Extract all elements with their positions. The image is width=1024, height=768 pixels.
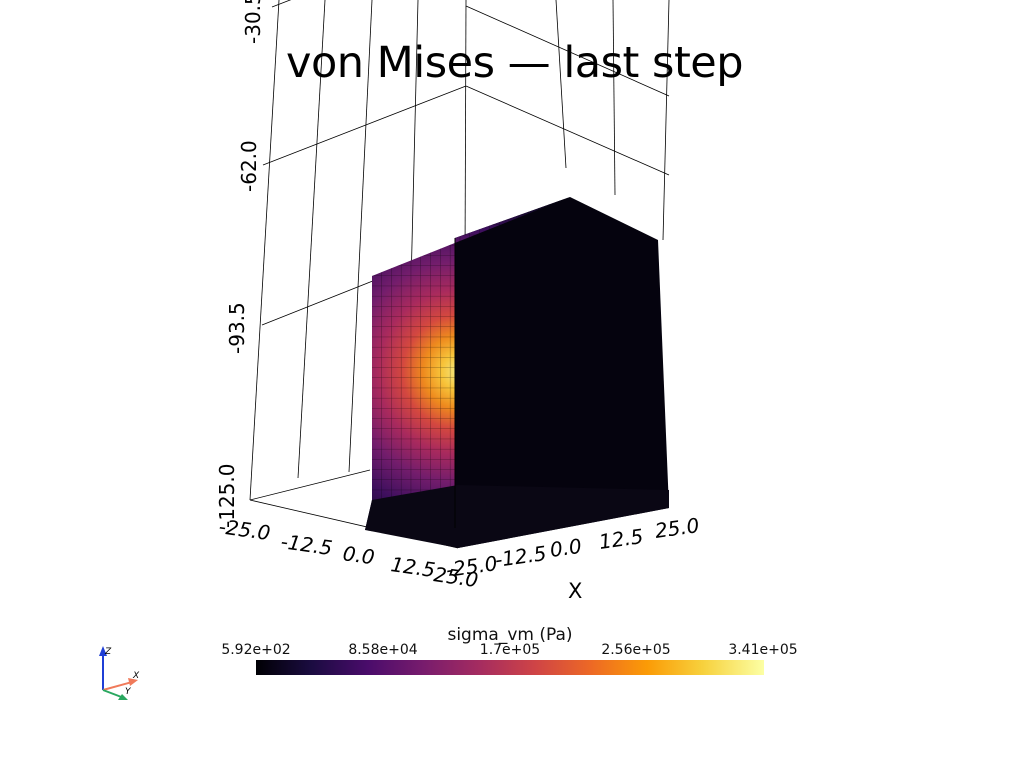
orientation-z-label: Z: [104, 647, 112, 657]
x-tick: 0.0: [548, 534, 583, 562]
x-tick: -12.5: [493, 541, 548, 572]
x-tick: 25.0: [653, 513, 700, 543]
x-tick: 12.5: [597, 524, 644, 554]
orientation-y-label: Y: [125, 687, 132, 697]
orientation-widget[interactable]: Z X Y: [99, 646, 140, 700]
scalar-bar-tick: 8.58e+04: [348, 642, 418, 658]
y-tick: 12.5: [389, 552, 436, 582]
mesh-box[interactable]: [360, 190, 669, 550]
scalar-bar-title: sigma_vm (Pa): [447, 625, 573, 645]
box-bottom-face: [365, 485, 669, 548]
scalar-bar-tick: 1.7e+05: [479, 642, 541, 658]
y-arrow-icon: [118, 694, 128, 700]
y-tick: -12.5: [279, 529, 334, 560]
scalar-bar-tick: 3.41e+05: [728, 642, 798, 658]
x-arrow-icon: [128, 678, 138, 686]
y-tick: 0.0: [341, 541, 376, 569]
y-axis-ticks: -25.0 -12.5 0.0 12.5 25.0: [217, 514, 479, 592]
x-tick: -25.0: [444, 551, 499, 582]
z-tick: -125.0: [215, 464, 239, 528]
z-arrow-icon: [99, 646, 107, 656]
scalar-bar-tick: 5.92e+02: [221, 642, 291, 658]
y-tick: -25.0: [217, 514, 272, 545]
box-right-face: [455, 197, 669, 548]
orientation-x-label: X: [132, 671, 140, 681]
x-axis-title: X: [568, 579, 582, 603]
z-tick: -62.0: [237, 140, 261, 192]
scalar-bar-tick: 2.56e+05: [601, 642, 671, 658]
z-axis-ticks: -30.5 -62.0 -93.5 -125.0: [215, 0, 265, 528]
plot-title: von Mises — last step: [286, 38, 744, 88]
z-tick: -93.5: [225, 302, 249, 354]
scalar-bar-gradient: [256, 660, 764, 675]
z-tick: -30.5: [241, 0, 265, 44]
